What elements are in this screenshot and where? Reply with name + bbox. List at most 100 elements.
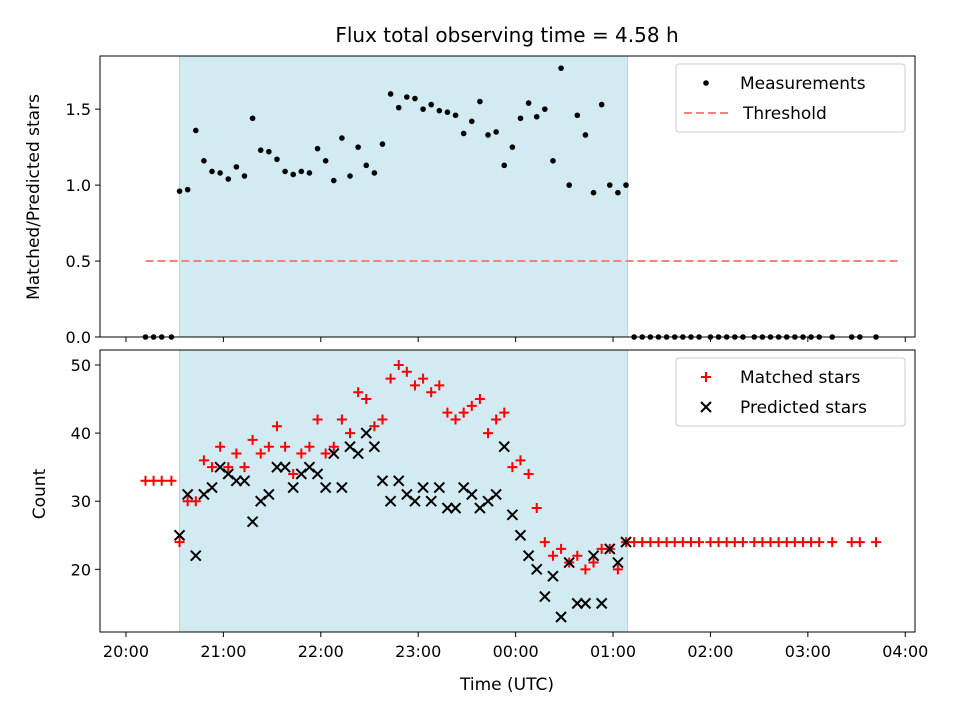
matched-star-point — [280, 441, 291, 452]
predicted-star-point — [522, 550, 535, 562]
matched-star-point — [474, 394, 485, 405]
measurement-point — [176, 188, 183, 194]
y-tick-label: 1.0 — [66, 176, 91, 195]
measurement-point — [477, 98, 483, 105]
matched-star-point — [871, 537, 882, 548]
predicted-star-point — [360, 427, 372, 439]
matched-star-point — [166, 475, 177, 486]
predicted-star-point — [425, 495, 437, 507]
count-panel: 20 30 40 50 20:00 21:00 22:00 23:00 00:00 01:00 02… — [71, 349, 928, 661]
predicted-star-point — [409, 495, 421, 507]
measurement-point — [452, 112, 459, 119]
predicted-star-point — [506, 509, 519, 521]
x-tick-label: 21:00 — [200, 642, 246, 661]
predicted-star-point — [384, 495, 397, 507]
bottom-y-axis-label: Count — [30, 468, 50, 519]
matched-star-point — [393, 359, 404, 370]
matched-star-point — [426, 387, 437, 398]
measurement-point — [533, 113, 540, 120]
matched-star-point — [223, 462, 234, 473]
x-tick-label: 20:00 — [103, 642, 149, 661]
predicted-star-point — [279, 461, 291, 473]
measurement-point — [428, 101, 434, 108]
matched-star-point — [385, 373, 396, 384]
measurement-point — [525, 100, 532, 106]
predicted-star-point — [563, 556, 575, 569]
measurement-point — [290, 171, 296, 178]
series-matched-stars — [140, 359, 882, 575]
matched-star-point — [418, 373, 429, 384]
measurement-point — [314, 145, 321, 152]
plot-area — [140, 359, 882, 623]
measurement-point — [379, 141, 386, 147]
x-tick-label: 01:00 — [590, 642, 636, 661]
matched-star-point — [312, 414, 323, 425]
predicted-star-point — [587, 550, 600, 562]
predicted-star-point — [336, 481, 348, 494]
matched-star-point — [499, 407, 510, 418]
predicted-star-point — [352, 447, 364, 460]
predicted-star-point — [230, 475, 243, 487]
y-tick-label: 40 — [71, 424, 91, 443]
matched-star-point — [345, 428, 356, 439]
measurement-point — [371, 170, 378, 176]
matched-star-point — [190, 496, 201, 507]
measurement-point — [184, 186, 191, 193]
measurement-point — [330, 177, 337, 184]
predicted-star-point — [311, 468, 324, 480]
matched-star-point — [450, 414, 461, 425]
predicted-star-point — [595, 597, 608, 610]
predicted-star-point — [328, 447, 340, 460]
matched-star-point — [401, 366, 412, 377]
predicted-star-point — [612, 556, 624, 569]
measurement-point — [363, 162, 370, 169]
y-tick-label: 1.5 — [66, 100, 91, 119]
matched-star-point — [483, 428, 494, 439]
x-tick-label: 04:00 — [882, 642, 928, 661]
matched-star-point — [296, 448, 307, 459]
measurement-point — [233, 164, 240, 170]
ratio-panel: 0.0 0.5 1.0 1.5 Measurements Threshold — [66, 55, 916, 347]
matched-star-point — [612, 564, 623, 575]
legend-box — [675, 63, 906, 133]
matched-star-point — [377, 414, 388, 425]
matched-star-point — [539, 537, 550, 548]
matched-star-point — [336, 414, 347, 425]
measurement-point — [192, 127, 199, 134]
measurement-point — [257, 147, 264, 153]
matched-star-point — [369, 421, 380, 432]
predicted-star-point — [376, 475, 389, 487]
predicted-star-point — [490, 488, 502, 501]
legend-label: Measurements — [740, 74, 866, 94]
measurement-point — [501, 162, 508, 169]
matched-star-point — [271, 421, 282, 432]
matched-star-point — [572, 550, 583, 561]
x-tick-label: 22:00 — [298, 642, 344, 661]
measurement-point — [444, 109, 451, 115]
measurement-point — [217, 170, 223, 176]
measurement-point — [274, 156, 280, 163]
predicted-star-point — [417, 481, 429, 494]
matched-star-point — [198, 455, 209, 466]
matched-star-point — [523, 468, 534, 479]
measurement-point — [623, 182, 629, 188]
predicted-star-point — [547, 570, 559, 582]
matched-star-point — [361, 394, 372, 405]
matched-star-point — [737, 537, 748, 548]
measurement-point — [606, 182, 613, 188]
matched-star-point — [409, 380, 420, 391]
measurement-point — [395, 104, 402, 111]
predicted-star-point — [173, 529, 186, 541]
predicted-star-point — [271, 461, 283, 473]
measurement-point — [485, 132, 491, 138]
matched-star-point — [434, 380, 445, 391]
axes-frame — [99, 55, 916, 338]
x-tick-label: 03:00 — [785, 642, 831, 661]
legend-box — [675, 357, 906, 427]
predicted-star-point — [206, 481, 218, 494]
measurement-point — [412, 95, 418, 102]
predicted-star-point — [571, 597, 584, 610]
predicted-star-point — [246, 515, 259, 528]
predicted-star-point — [514, 529, 527, 541]
